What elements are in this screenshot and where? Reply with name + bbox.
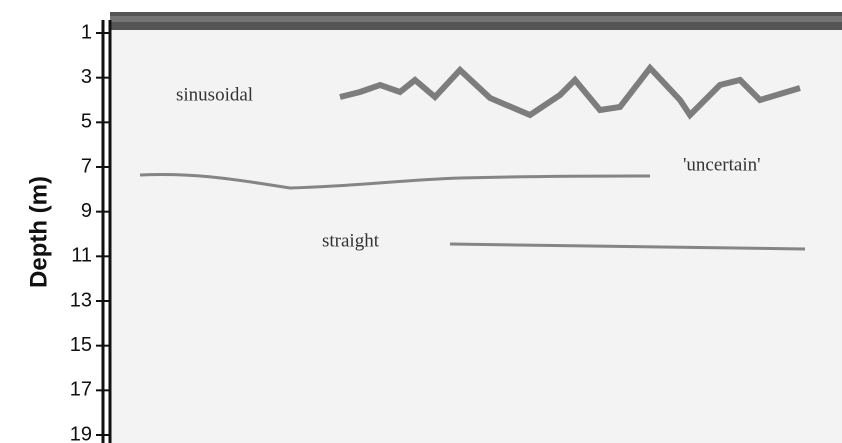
y-tick-label: 11 [71, 245, 92, 267]
y-tick-label: 15 [70, 334, 92, 356]
y-tick-label: 17 [70, 379, 92, 401]
y-axis-label: Depth (m) [25, 176, 52, 288]
annotation: sinusoidal [176, 84, 253, 105]
annotation: straight [322, 230, 380, 251]
plot-area [110, 12, 842, 443]
surface-band-highlight [110, 16, 842, 22]
y-tick-label: 19 [70, 423, 92, 443]
chart: Depth (m) 135791113151719sinusoidal'unce… [0, 0, 842, 443]
y-tick-label: 3 [81, 66, 92, 88]
y-tick-label: 1 [81, 21, 92, 43]
y-tick-label: 9 [81, 200, 92, 222]
annotation: 'uncertain' [683, 154, 761, 175]
y-tick-label: 13 [70, 289, 92, 311]
y-tick-label: 7 [81, 155, 92, 177]
y-tick-label: 5 [81, 111, 92, 133]
